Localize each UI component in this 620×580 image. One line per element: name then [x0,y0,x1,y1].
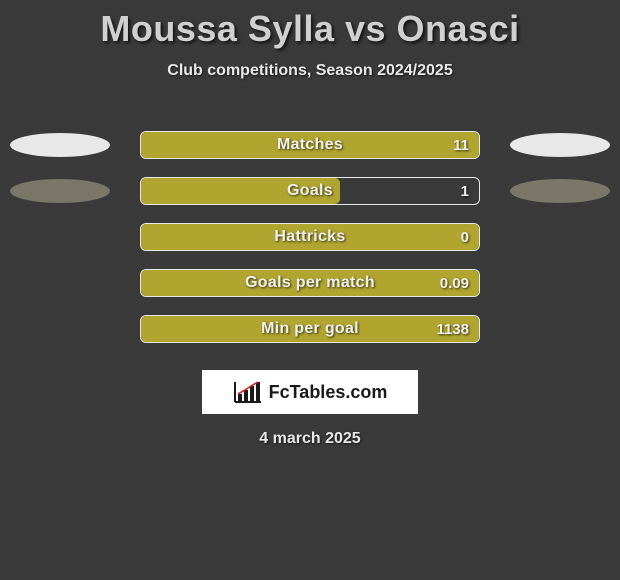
page-title: Moussa Sylla vs Onasci [0,0,620,50]
subtitle: Club competitions, Season 2024/2025 [0,62,620,80]
stat-value: 1 [461,183,469,200]
stat-row-matches: Matches 11 [0,122,620,168]
stat-bar: Matches 11 [140,131,480,159]
stats-block: Matches 11 Goals 1 Hattricks 0 [0,122,620,352]
stat-row-hattricks: Hattricks 0 [0,214,620,260]
stat-value: 11 [453,137,469,154]
site-logo[interactable]: FcTables.com [202,370,418,414]
stat-label: Goals [141,182,479,200]
stat-bar: Hattricks 0 [140,223,480,251]
right-ellipse-icon [510,179,610,203]
stat-label: Goals per match [141,274,479,292]
bar-chart-icon [233,380,263,404]
stat-label: Matches [141,136,479,154]
infographic-container: Moussa Sylla vs Onasci Club competitions… [0,0,620,580]
stat-value: 0.09 [440,275,469,292]
stat-row-goals: Goals 1 [0,168,620,214]
stat-bar: Goals 1 [140,177,480,205]
stat-row-mpg: Min per goal 1138 [0,306,620,352]
logo-text: FcTables.com [269,382,388,403]
date-label: 4 march 2025 [0,430,620,448]
stat-bar: Min per goal 1138 [140,315,480,343]
stat-label: Min per goal [141,320,479,338]
left-ellipse-icon [10,133,110,157]
stat-row-gpm: Goals per match 0.09 [0,260,620,306]
stat-value: 0 [461,229,469,246]
stat-value: 1138 [436,321,469,338]
stat-label: Hattricks [141,228,479,246]
right-ellipse-icon [510,133,610,157]
left-ellipse-icon [10,179,110,203]
stat-bar: Goals per match 0.09 [140,269,480,297]
